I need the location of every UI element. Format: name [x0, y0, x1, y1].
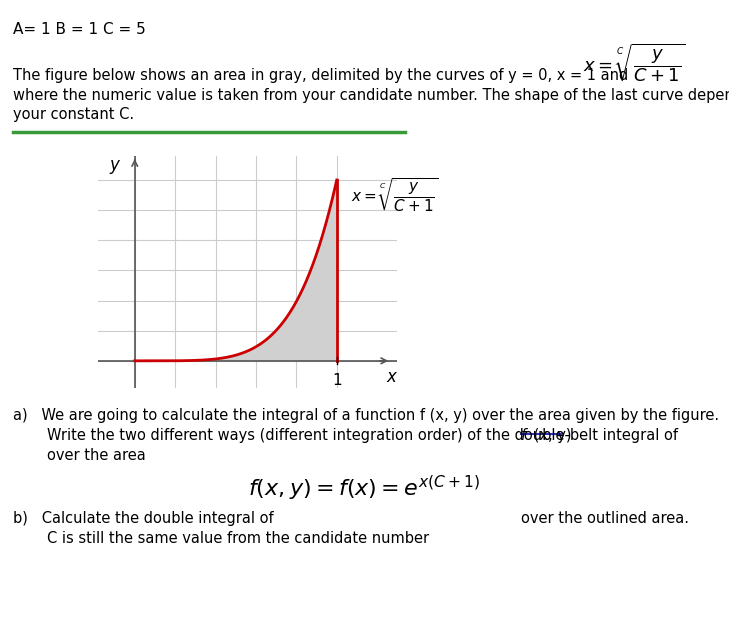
Text: 1: 1 [332, 373, 341, 388]
Text: The figure below shows an area in gray, delimited by the curves of y = 0, x = 1 : The figure below shows an area in gray, … [13, 68, 628, 83]
Text: f: f [521, 428, 526, 443]
Text: $x = \sqrt[C]{\dfrac{y}{C+1}}$: $x = \sqrt[C]{\dfrac{y}{C+1}}$ [351, 176, 439, 214]
Text: over the area: over the area [47, 448, 146, 463]
Text: a)   We are going to calculate the integral of a function f (x, y) over the area: a) We are going to calculate the integra… [13, 408, 720, 424]
Text: b)   Calculate the double integral of: b) Calculate the double integral of [13, 511, 274, 527]
Text: C is still the same value from the candidate number: C is still the same value from the candi… [47, 531, 429, 546]
Text: your constant C.: your constant C. [13, 107, 134, 123]
Text: over the outlined area.: over the outlined area. [521, 511, 689, 527]
Text: $x = \sqrt[C]{\dfrac{y}{C+1}}$: $x = \sqrt[C]{\dfrac{y}{C+1}}$ [582, 41, 686, 84]
Text: Write the two different ways (different integration order) of the double-belt in: Write the two different ways (different … [47, 428, 683, 443]
Text: where the numeric value is taken from your candidate number. The shape of the la: where the numeric value is taken from yo… [13, 88, 729, 103]
Text: y: y [109, 156, 120, 174]
Text: (x, y): (x, y) [529, 428, 572, 443]
Text: $f(x,y) = f(x) = e^{x(C+1)}$: $f(x,y) = f(x) = e^{x(C+1)}$ [249, 474, 480, 503]
Text: x: x [386, 368, 396, 387]
Text: A= 1 B = 1 C = 5: A= 1 B = 1 C = 5 [13, 22, 146, 38]
